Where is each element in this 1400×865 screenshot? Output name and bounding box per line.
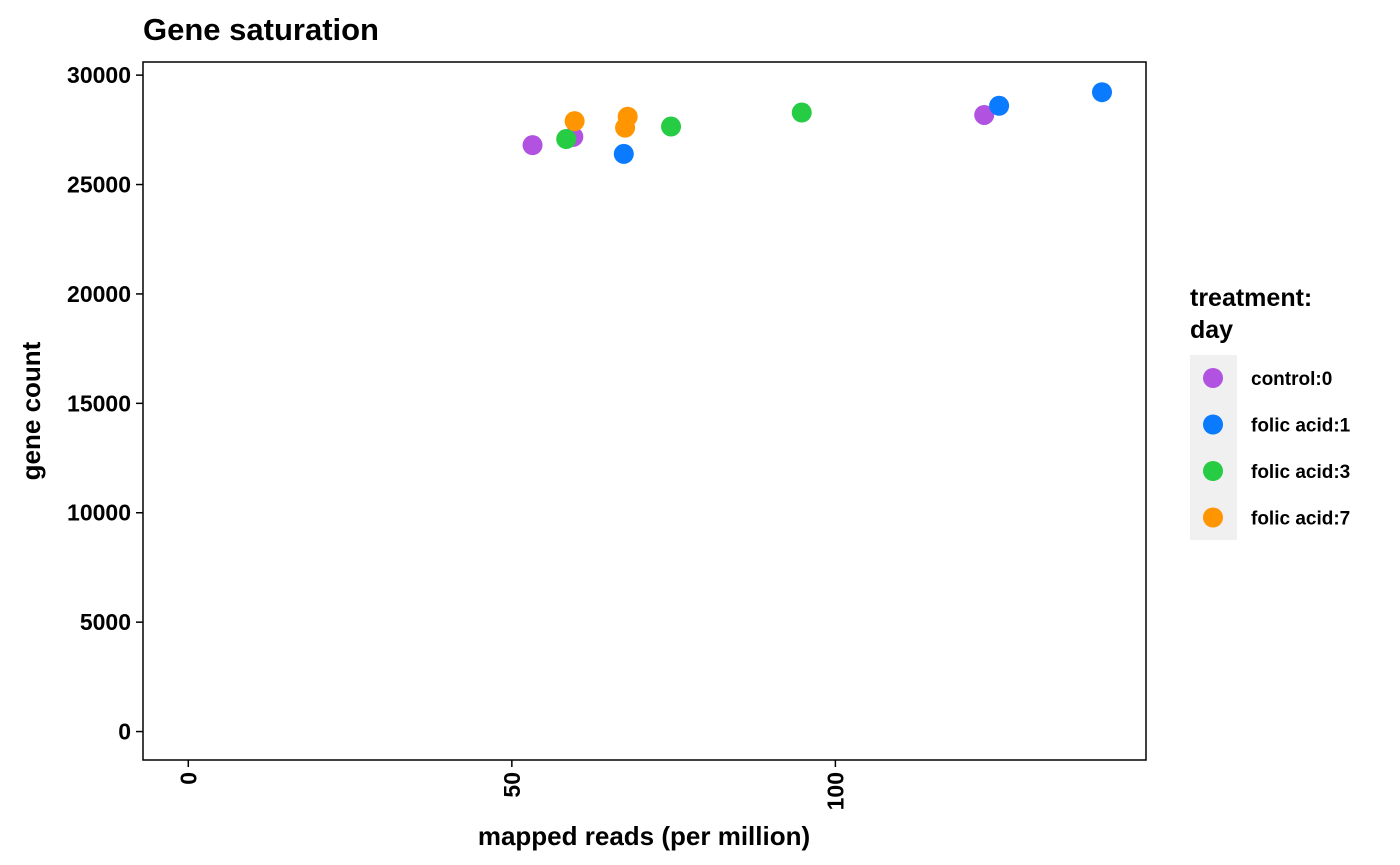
data-point-3 — [661, 116, 682, 137]
legend-items: control:0 folic acid:1 folic acid:3 folic a… — [1203, 368, 1351, 530]
legend-label-1: control:0 — [1251, 369, 1332, 390]
data-point-4 — [617, 106, 638, 127]
y-axis-title: gene count — [16, 341, 46, 480]
data-point-4 — [564, 111, 585, 132]
x-tick-label: 100 — [822, 772, 848, 810]
x-tick-label: 0 — [175, 772, 201, 785]
x-axis: 0 50 100 — [175, 760, 848, 810]
x-tick-label: 50 — [499, 772, 525, 798]
chart-title: Gene saturation — [143, 12, 379, 47]
y-tick-label: 5000 — [80, 609, 131, 635]
data-point-2 — [1091, 82, 1112, 103]
x-axis-title: mapped reads (per million) — [478, 821, 810, 851]
y-tick-label: 0 — [118, 719, 131, 745]
data-point-1 — [522, 135, 543, 156]
data-point-3 — [791, 102, 812, 123]
data-point-2 — [613, 143, 634, 164]
legend-key-2 — [1203, 414, 1223, 435]
legend-label-3: folic acid:3 — [1251, 462, 1350, 483]
y-tick-label: 15000 — [67, 390, 131, 416]
data-point-1 — [974, 104, 995, 125]
y-axis: 0 5000 10000 15000 20000 25000 30000 — [67, 62, 143, 745]
plot-panel — [142, 61, 1147, 761]
y-tick-label: 10000 — [67, 500, 131, 526]
data-point-2 — [989, 95, 1010, 116]
legend-title-line-1: treatment: — [1190, 284, 1312, 312]
data-points — [522, 82, 1112, 164]
data-point-3 — [556, 129, 577, 150]
legend-title-line-2: day — [1190, 316, 1233, 344]
legend-label-4: folic acid:7 — [1251, 509, 1350, 530]
legend: treatment: day control:0 folic acid:1 foli… — [1190, 284, 1351, 540]
y-tick-label: 25000 — [67, 172, 131, 198]
y-tick-label: 20000 — [67, 281, 131, 307]
legend-key-1 — [1203, 368, 1223, 388]
legend-key-4 — [1203, 507, 1223, 528]
legend-key-3 — [1203, 461, 1223, 481]
legend-label-2: folic acid:1 — [1251, 416, 1351, 437]
y-tick-label: 30000 — [67, 62, 131, 88]
